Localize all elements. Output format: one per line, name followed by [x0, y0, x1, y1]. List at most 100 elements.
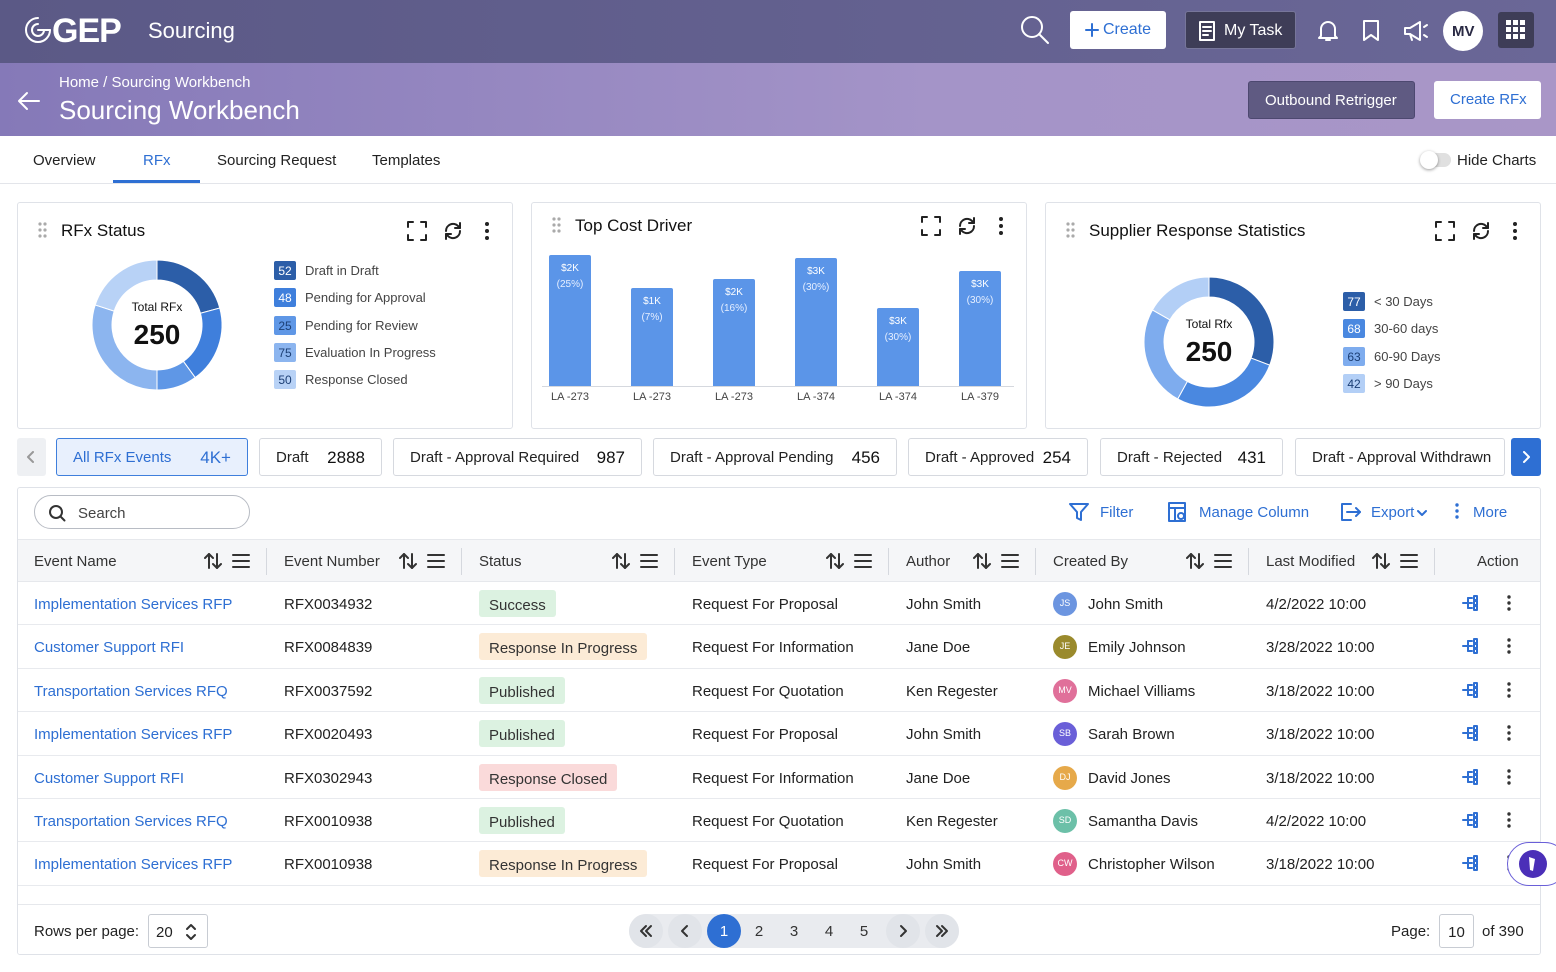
filter-chip[interactable]: Draft - Rejected 431: [1100, 438, 1283, 476]
filter-button[interactable]: Filter: [1100, 504, 1134, 521]
column-menu-icon[interactable]: [640, 553, 658, 569]
page-button[interactable]: 4: [812, 914, 846, 948]
scroll-right-button[interactable]: [1511, 438, 1541, 476]
hierarchy-icon[interactable]: [1461, 637, 1479, 655]
expand-icon[interactable]: [407, 221, 427, 241]
hierarchy-icon[interactable]: [1461, 811, 1479, 829]
filter-chip[interactable]: Draft - Approval Required 987: [393, 438, 642, 476]
page-nav-button[interactable]: [668, 914, 702, 948]
refresh-icon[interactable]: [1470, 220, 1492, 242]
create-label: Create: [1103, 21, 1152, 38]
user-avatar[interactable]: MV: [1443, 11, 1483, 51]
expand-icon[interactable]: [921, 216, 941, 236]
scroll-left-button[interactable]: [17, 438, 46, 476]
sort-icon[interactable]: [399, 552, 417, 570]
hide-charts-toggle[interactable]: [1420, 151, 1451, 169]
sort-icon[interactable]: [826, 552, 844, 570]
column-menu-icon[interactable]: [1400, 553, 1418, 569]
export-caret[interactable]: [1417, 509, 1427, 517]
bell-icon[interactable]: [1317, 19, 1339, 43]
export-icon[interactable]: [1339, 501, 1361, 523]
filter-chip[interactable]: Draft - Approved 254: [908, 438, 1088, 476]
event-name-link[interactable]: Transportation Services RFQ: [34, 682, 228, 700]
event-name-link[interactable]: Implementation Services RFP: [34, 596, 233, 613]
event-name-link[interactable]: Implementation Services RFP: [34, 856, 233, 874]
bookmark-icon[interactable]: [1361, 19, 1381, 43]
refresh-icon[interactable]: [442, 220, 464, 242]
drag-dot: [43, 234, 47, 238]
bar-share: (30%): [884, 332, 912, 343]
column-menu-icon[interactable]: [427, 553, 445, 569]
rows-per-page-select[interactable]: 20: [148, 914, 208, 948]
event-name-link[interactable]: Implementation Services RFP: [34, 726, 233, 744]
author: Ken Regester: [906, 682, 998, 700]
event-number: RFX0010938: [284, 813, 373, 830]
page-button[interactable]: 1: [707, 914, 741, 948]
status-pill: Response In Progress: [479, 850, 648, 878]
event-name-link[interactable]: Customer Support RFI: [34, 639, 185, 657]
sort-icon[interactable]: [1186, 552, 1204, 570]
row-more-icon[interactable]: [1506, 595, 1512, 613]
filter-chip[interactable]: Draft - Approval Pending 456: [653, 438, 897, 476]
tab[interactable]: Overview: [33, 152, 96, 169]
outbound-button[interactable]: Outbound Retrigger: [1248, 81, 1415, 119]
row-more-icon[interactable]: [1506, 768, 1512, 787]
tab[interactable]: Templates: [372, 152, 441, 169]
sort-icon[interactable]: [1372, 552, 1390, 570]
hierarchy-icon[interactable]: [1461, 681, 1479, 699]
sort-icon[interactable]: [973, 552, 991, 570]
hierarchy-icon-shape: [1473, 865, 1478, 872]
announce-icon[interactable]: [1403, 20, 1429, 42]
column-menu-icon[interactable]: [854, 553, 872, 569]
hierarchy-icon[interactable]: [1461, 724, 1479, 742]
page-button[interactable]: 2: [742, 914, 776, 948]
event-name-link[interactable]: Transportation Services RFQ: [34, 813, 228, 830]
search-icon[interactable]: [1019, 14, 1051, 46]
page-input[interactable]: 10: [1439, 914, 1474, 948]
tab[interactable]: Sourcing Request: [217, 152, 337, 169]
hierarchy-icon[interactable]: [1461, 594, 1479, 612]
column-menu-icon[interactable]: [1001, 553, 1019, 569]
back-arrow[interactable]: [17, 91, 41, 111]
row-more-icon[interactable]: [1506, 682, 1512, 700]
filter-chip[interactable]: Draft - Approval Withdrawn: [1295, 438, 1505, 476]
create-button[interactable]: Create: [1070, 11, 1166, 49]
more-icon[interactable]: [1512, 221, 1518, 241]
export-button[interactable]: Export: [1371, 504, 1415, 521]
page-button[interactable]: 3: [777, 914, 811, 948]
column-menu-icon[interactable]: [232, 553, 250, 569]
more-icon[interactable]: [998, 216, 1004, 236]
search-input[interactable]: Search: [34, 495, 250, 529]
hierarchy-icon[interactable]: [1461, 768, 1479, 786]
filter-chip[interactable]: All RFx Events 4K+: [56, 438, 248, 476]
refresh-icon[interactable]: [956, 215, 978, 237]
apps-button[interactable]: [1498, 12, 1534, 48]
filter-chip[interactable]: Draft 2888: [259, 438, 382, 476]
sort-icon[interactable]: [612, 552, 630, 570]
page-nav-button[interactable]: [886, 914, 920, 948]
tab[interactable]: RFx: [143, 152, 171, 169]
page-nav-button[interactable]: [629, 914, 663, 948]
page-button[interactable]: 5: [847, 914, 881, 948]
row-more-icon[interactable]: [1506, 725, 1512, 743]
row-more-icon[interactable]: [1506, 812, 1512, 830]
filter-icon[interactable]: [1068, 501, 1090, 523]
hierarchy-icon[interactable]: [1461, 854, 1479, 872]
more-dot: [1507, 638, 1511, 643]
event-type: Request For Proposal: [692, 596, 838, 613]
manage-column-button[interactable]: Manage Column: [1199, 504, 1310, 521]
row-more-icon[interactable]: [1506, 638, 1512, 656]
assistant-button[interactable]: [1507, 842, 1556, 886]
column-header: Author: [906, 553, 951, 570]
manage-column-icon[interactable]: [1167, 501, 1189, 523]
my-task-button[interactable]: My Task: [1185, 11, 1296, 49]
page-nav-button[interactable]: [925, 914, 959, 948]
column-menu-icon[interactable]: [1214, 553, 1232, 569]
more-button[interactable]: More: [1473, 504, 1508, 521]
create-rfx-button[interactable]: Create RFx: [1434, 81, 1541, 119]
more-icon[interactable]: [484, 221, 490, 241]
event-name-link[interactable]: Customer Support RFI: [34, 769, 185, 787]
sort-icon[interactable]: [204, 552, 222, 570]
more-dot: [1507, 644, 1511, 649]
expand-icon[interactable]: [1435, 221, 1455, 241]
